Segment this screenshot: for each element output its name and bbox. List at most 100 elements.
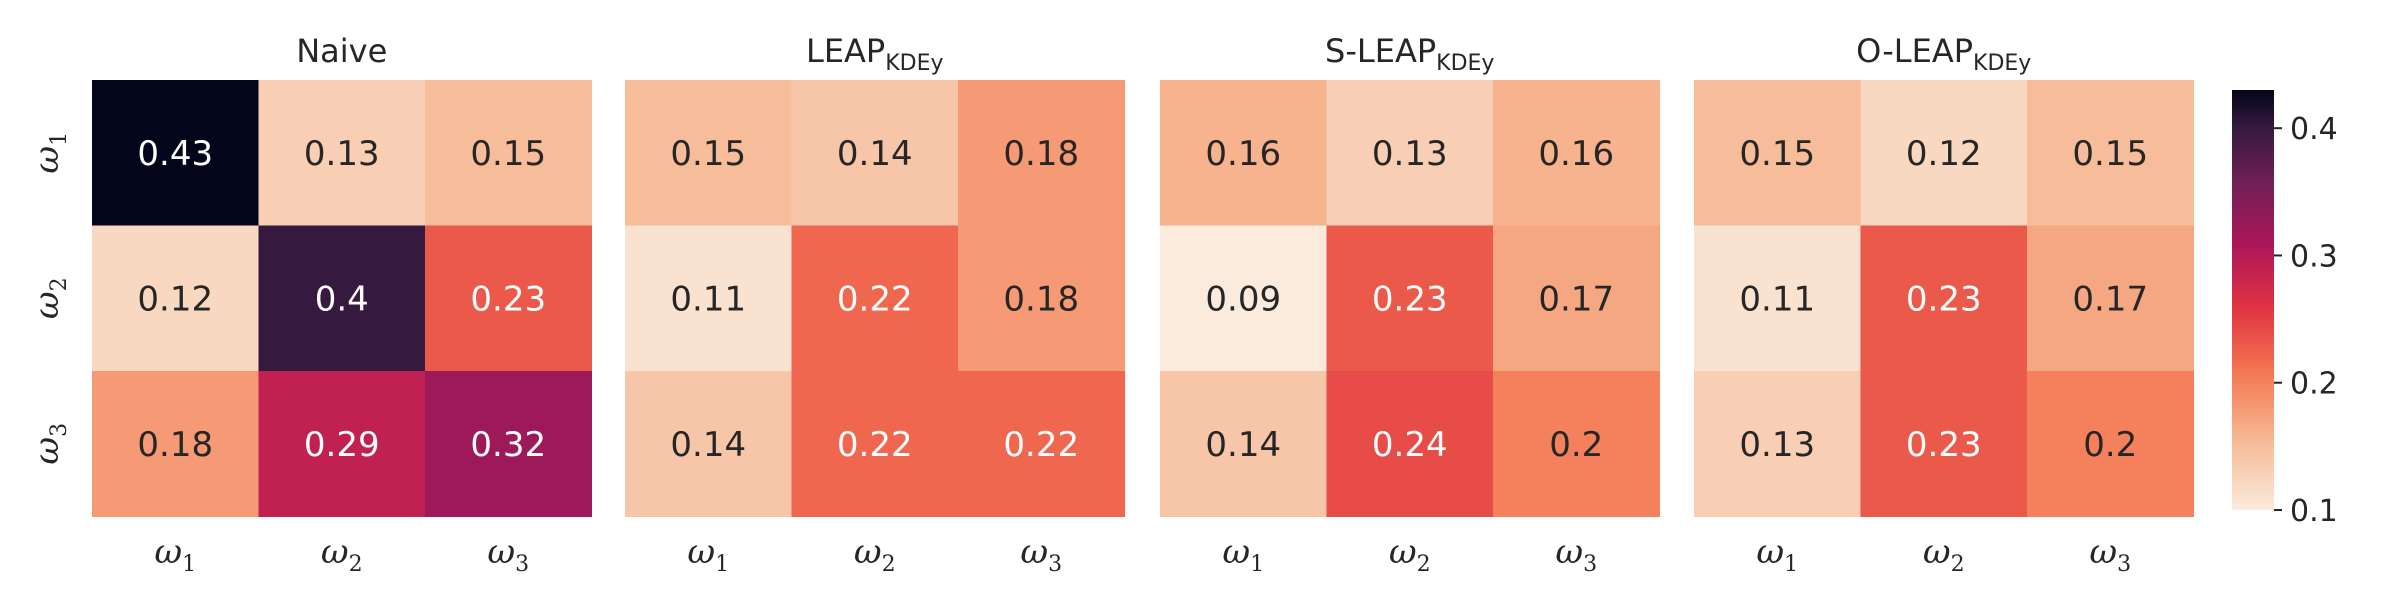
- cell-value-label: 0.12: [1906, 134, 1982, 174]
- heatmap-cell: [425, 225, 593, 372]
- x-tick-label: ω2: [1923, 532, 1965, 577]
- cell-value-label: 0.09: [1205, 279, 1281, 319]
- heatmap-panel-1: Naive 0.43 0.13 0.15 0.12 0.4 0.23 0.18 0.29 0.32…: [27, 32, 593, 577]
- heatmap-cell: [791, 225, 959, 372]
- heatmap-cell: [1326, 371, 1494, 518]
- cell-value-label: 0.23: [1906, 425, 1982, 465]
- heatmap-cell: [625, 371, 793, 518]
- heatmap-cell: [1694, 225, 1862, 372]
- panel-title: LEAPKDEy: [806, 32, 944, 76]
- panel-title-subscript: KDEy: [1436, 51, 1494, 76]
- heatmap-cell: [425, 371, 593, 518]
- x-tick-label: ω2: [1389, 532, 1431, 577]
- panel-title-main: O-LEAP: [1856, 32, 1973, 70]
- cell-value-label: 0.43: [137, 134, 213, 174]
- y-tick-label: ω1: [27, 132, 72, 174]
- heatmap-cell: [1860, 371, 2028, 518]
- heatmap-cell: [1860, 80, 2028, 227]
- x-tick-label: ω1: [1756, 532, 1798, 577]
- cell-value-label: 0.15: [670, 134, 746, 174]
- cell-value-label: 0.24: [1372, 425, 1448, 465]
- heatmap-panel-2: LEAPKDEy 0.15 0.14 0.18 0.11 0.22 0.18 0.14 0.22…: [625, 32, 1126, 577]
- cell-value-label: 0.17: [2072, 279, 2148, 319]
- panel-title: O-LEAPKDEy: [1856, 32, 2031, 76]
- heatmap-cell: [625, 80, 793, 227]
- cell-value-label: 0.13: [1739, 425, 1815, 465]
- heatmap-cell: [958, 225, 1126, 372]
- y-tick-label: ω3: [27, 423, 72, 465]
- cell-value-label: 0.16: [1538, 134, 1614, 174]
- x-tick-label: ω1: [687, 532, 729, 577]
- heatmap-cell: [1326, 80, 1494, 227]
- heatmap-panel-3: S-LEAPKDEy 0.16 0.13 0.16 0.09 0.23 0.17 0.14 0.…: [1160, 32, 1661, 577]
- colorbar-gradient: [2232, 90, 2274, 510]
- cell-value-label: 0.14: [1205, 425, 1281, 465]
- heatmap-cell: [1493, 371, 1661, 518]
- cell-value-label: 0.23: [470, 279, 546, 319]
- panel-title-subscript: KDEy: [1973, 51, 2031, 76]
- heatmap-cell: [1160, 371, 1328, 518]
- cell-value-label: 0.2: [1549, 425, 1603, 465]
- x-tick-label: ω1: [1222, 532, 1264, 577]
- cell-value-label: 0.12: [137, 279, 213, 319]
- cell-value-label: 0.18: [1003, 279, 1079, 319]
- x-tick-label: ω3: [1555, 532, 1597, 577]
- x-tick-label: ω3: [1020, 532, 1062, 577]
- heatmap-cell: [1493, 225, 1661, 372]
- heatmap-cell: [1160, 80, 1328, 227]
- heatmap-cell: [791, 80, 959, 227]
- y-tick-label: ω2: [27, 277, 72, 319]
- cell-value-label: 0.18: [137, 425, 213, 465]
- heatmap-cell: [1860, 225, 2028, 372]
- cell-value-label: 0.11: [670, 279, 746, 319]
- x-tick-label: ω3: [487, 532, 529, 577]
- cell-value-label: 0.11: [1739, 279, 1815, 319]
- panel-title: Naive: [296, 32, 387, 70]
- panel-title: S-LEAPKDEy: [1325, 32, 1494, 76]
- cell-value-label: 0.13: [304, 134, 380, 174]
- panel-title-main: S-LEAP: [1325, 32, 1436, 70]
- x-tick-label: ω1: [154, 532, 196, 577]
- colorbar-tick-label: 0.3: [2290, 239, 2338, 274]
- cell-value-label: 0.32: [470, 425, 546, 465]
- heatmap-cell: [258, 80, 426, 227]
- x-tick-label: ω2: [854, 532, 896, 577]
- heatmap-panels: Naive 0.43 0.13 0.15 0.12 0.4 0.23 0.18 0.29 0.32…: [27, 32, 2195, 577]
- heatmap-cell: [258, 371, 426, 518]
- cell-value-label: 0.22: [837, 279, 913, 319]
- colorbar-tick-label: 0.2: [2290, 367, 2338, 402]
- heatmap-cell: [92, 371, 260, 518]
- heatmap-cell: [1160, 225, 1328, 372]
- colorbar-tick-label: 0.4: [2290, 112, 2338, 147]
- heatmap-cell: [1694, 80, 1862, 227]
- heatmap-panel-4: O-LEAPKDEy 0.15 0.12 0.15 0.11 0.23 0.17 0.13 0.…: [1694, 32, 2195, 577]
- heatmap-cell: [425, 80, 593, 227]
- colorbar: 0.1 0.2 0.3 0.4: [2232, 90, 2338, 529]
- x-tick-label: ω3: [2089, 532, 2131, 577]
- cell-value-label: 0.18: [1003, 134, 1079, 174]
- cell-value-label: 0.17: [1538, 279, 1614, 319]
- heatmap-cell: [1493, 80, 1661, 227]
- cell-value-label: 0.4: [315, 279, 369, 319]
- panel-title-main: LEAP: [806, 32, 885, 70]
- cell-value-label: 0.2: [2083, 425, 2137, 465]
- heatmap-cell: [258, 225, 426, 372]
- heatmap-cell: [2027, 371, 2195, 518]
- heatmap-cell: [92, 225, 260, 372]
- cell-value-label: 0.16: [1205, 134, 1281, 174]
- cell-value-label: 0.15: [470, 134, 546, 174]
- panel-title-subscript: KDEy: [885, 51, 943, 76]
- cell-value-label: 0.29: [304, 425, 380, 465]
- heatmap-cell: [958, 371, 1126, 518]
- cell-value-label: 0.22: [837, 425, 913, 465]
- x-tick-label: ω2: [321, 532, 363, 577]
- heatmap-cell: [2027, 225, 2195, 372]
- cell-value-label: 0.13: [1372, 134, 1448, 174]
- heatmap-cell: [625, 225, 793, 372]
- heatmap-cell: [1694, 371, 1862, 518]
- panel-title-main: Naive: [296, 32, 387, 70]
- cell-value-label: 0.15: [2072, 134, 2148, 174]
- cell-value-label: 0.15: [1739, 134, 1815, 174]
- cell-value-label: 0.14: [837, 134, 913, 174]
